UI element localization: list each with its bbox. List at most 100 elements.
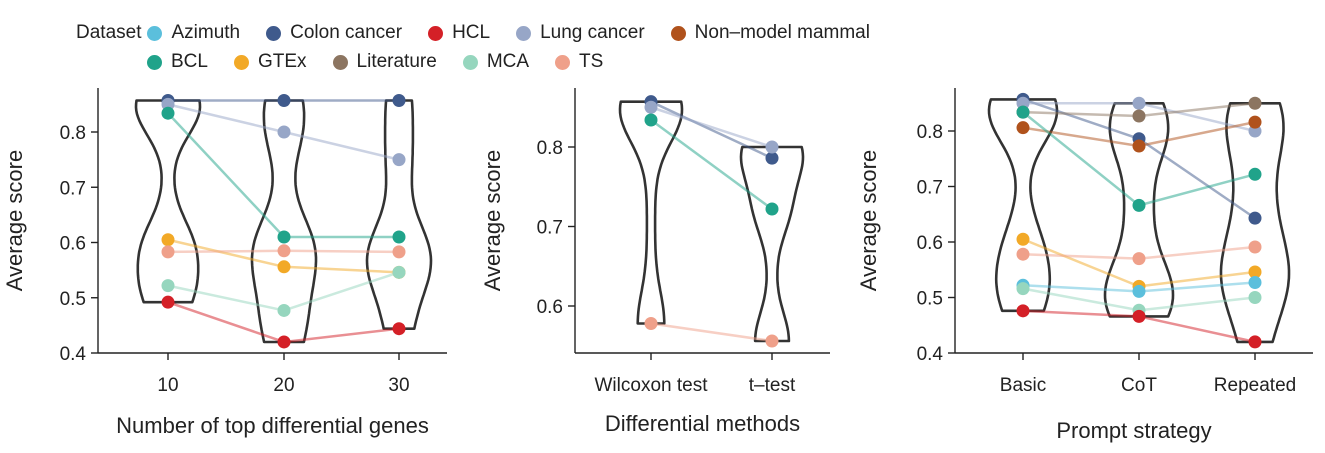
data-point [392, 265, 406, 279]
legend: Dataset Azimuth Colon cancer HCL Lung cance… [0, 0, 1325, 80]
data-point [1132, 284, 1146, 298]
data-point [1248, 96, 1262, 110]
data-point [161, 295, 175, 309]
data-point [644, 316, 658, 330]
legend-item: HCL [428, 22, 490, 44]
data-point [277, 335, 291, 349]
legend-marker [670, 25, 686, 41]
x-axis-label: Number of top differential genes [116, 413, 429, 438]
legend-label: Azimuth [171, 22, 241, 43]
legend-marker [428, 25, 444, 41]
data-point [1248, 265, 1262, 279]
data-point [161, 233, 175, 247]
legend-item: TS [555, 51, 603, 73]
data-point [1132, 198, 1146, 212]
y-axis-label: Average score [2, 150, 27, 291]
data-point [392, 94, 406, 108]
legend-marker [266, 25, 282, 41]
legend-item: Lung cancer [516, 22, 645, 44]
y-axis-label: Average score [480, 150, 505, 291]
x-tick-label: 20 [273, 375, 294, 396]
legend-item: GTEx [233, 51, 307, 73]
x-tick-label: 30 [388, 375, 409, 396]
data-point [1016, 121, 1030, 135]
data-point [277, 230, 291, 244]
legend-item: MCA [462, 51, 530, 73]
panel-2: 0.6 0.7 0.8 Wilcoxon test t–test Average scor… [480, 88, 830, 436]
violin-3 [365, 99, 433, 330]
legend-item: Literature [332, 51, 437, 73]
violin-3 [1219, 102, 1291, 344]
data-point [1132, 139, 1146, 153]
x-axis-label: Differential methods [605, 411, 800, 436]
violin-2 [739, 145, 805, 343]
data-point [1016, 282, 1030, 296]
data-point [392, 245, 406, 259]
data-point [1248, 211, 1262, 225]
panel-1: 0.4 0.5 0.6 0.7 0.8 10 20 30 Average score Number… [2, 88, 447, 438]
x-tick-label: t–test [749, 375, 796, 396]
legend-marker [147, 25, 163, 41]
data-point [277, 125, 291, 139]
series-line [650, 100, 773, 160]
data-point [392, 322, 406, 336]
data-point [1016, 96, 1030, 110]
legend-title: Dataset [76, 22, 142, 43]
violin-1 [134, 99, 202, 304]
x-tick-label: Basic [1000, 375, 1046, 396]
legend-item: Colon cancer [266, 22, 402, 44]
y-tick-label: 0.5 [917, 289, 943, 310]
y-tick-label: 0.7 [60, 178, 86, 199]
data-point [161, 279, 175, 293]
legend-marker [516, 25, 532, 41]
panel-3: 0.4 0.5 0.6 0.7 0.8 Basic CoT Repeated Average s… [856, 88, 1313, 443]
y-tick-label: 0.8 [917, 122, 943, 143]
data-point [1016, 247, 1030, 261]
data-point [1248, 167, 1262, 181]
y-tick-label: 0.8 [60, 123, 86, 144]
legend-row: BCL GTEx Literature MCA TS [147, 51, 629, 73]
legend-item: Azimuth [147, 22, 240, 44]
data-point [1248, 276, 1262, 290]
data-point [1132, 96, 1146, 110]
data-point [1248, 291, 1262, 304]
series-line [1022, 111, 1256, 207]
series-line [650, 118, 773, 211]
legend-label: Non–model mammal [694, 22, 870, 43]
y-tick-label: 0.6 [60, 234, 86, 255]
data-point [161, 245, 175, 259]
violin-1 [987, 98, 1059, 313]
legend-marker [332, 54, 348, 70]
legend-label: GTEx [257, 51, 307, 72]
legend-label: BCL [171, 51, 208, 72]
data-point [765, 202, 779, 216]
y-tick-label: 0.7 [917, 178, 943, 199]
legend-item: BCL [147, 51, 208, 73]
data-point [1016, 105, 1030, 119]
data-point [1248, 124, 1262, 138]
data-point [1132, 309, 1146, 323]
data-point [1248, 335, 1262, 349]
data-point [1248, 115, 1262, 129]
legend-label: Literature [356, 51, 437, 72]
legend-label: MCA [486, 51, 530, 72]
x-tick-label: CoT [1121, 375, 1157, 396]
data-point [277, 303, 291, 317]
data-point [765, 140, 779, 154]
data-point [644, 100, 658, 114]
y-tick-label: 0.4 [60, 344, 87, 365]
y-tick-label: 0.6 [917, 233, 943, 254]
y-tick-label: 0.5 [60, 289, 86, 310]
data-point [277, 94, 291, 108]
data-point [765, 151, 779, 165]
legend-label: HCL [452, 22, 491, 43]
legend-label: TS [579, 51, 604, 72]
legend-marker [555, 54, 571, 70]
x-axis-label: Prompt strategy [1056, 418, 1211, 443]
data-point [1248, 240, 1262, 254]
data-point [277, 244, 291, 258]
y-tick-label: 0.4 [917, 344, 944, 365]
legend-marker [233, 54, 249, 70]
violin-1 [618, 100, 684, 325]
